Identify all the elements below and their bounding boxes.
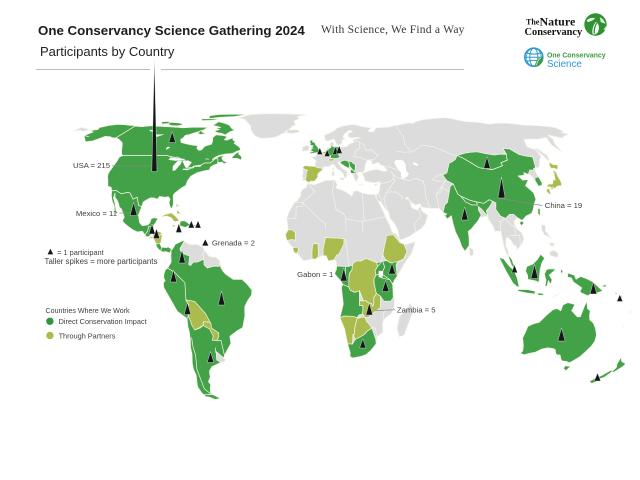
svg-text:Conservancy: Conservancy: [525, 27, 584, 38]
svg-text:Direct Conservation Impact: Direct Conservation Impact: [59, 317, 147, 326]
svg-text:Countries Where We Work: Countries Where We Work: [46, 307, 131, 315]
svg-text:Grenada = 2: Grenada = 2: [212, 238, 255, 247]
svg-text:One Conservancy: One Conservancy: [547, 53, 606, 60]
svg-text:The: The: [526, 18, 540, 27]
svg-text:= 1 participant: = 1 participant: [57, 248, 104, 257]
svg-text:Zambia = 5: Zambia = 5: [397, 306, 436, 315]
svg-text:Science: Science: [547, 59, 582, 70]
svg-text:China = 19: China = 19: [545, 201, 582, 210]
svg-text:Nature: Nature: [540, 15, 576, 29]
svg-text:Taller spikes = more participa: Taller spikes = more participants: [45, 257, 158, 266]
svg-text:Through Partners: Through Partners: [59, 331, 116, 340]
svg-text:USA = 215: USA = 215: [73, 161, 110, 170]
svg-text:Mexico = 11: Mexico = 11: [76, 209, 117, 218]
svg-text:Gabon = 1: Gabon = 1: [297, 270, 333, 279]
